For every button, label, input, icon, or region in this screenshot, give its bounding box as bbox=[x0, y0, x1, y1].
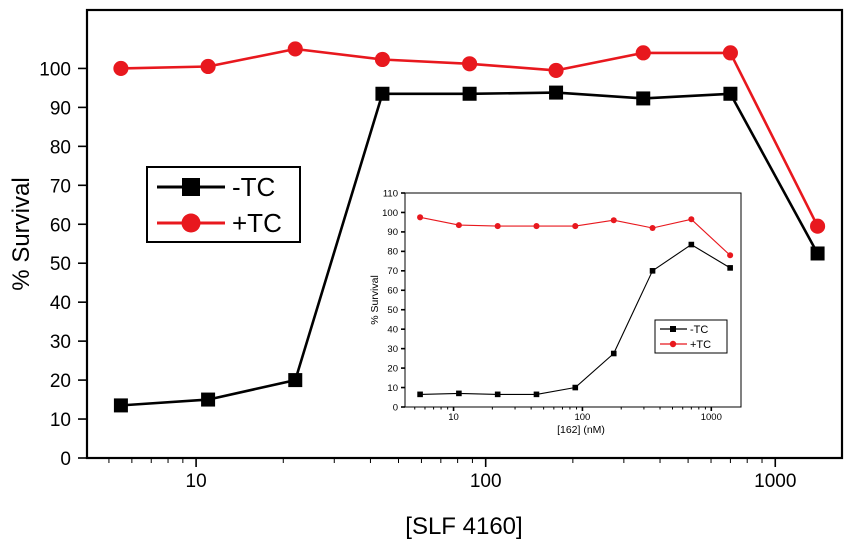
main-y-tick-label: 0 bbox=[60, 449, 71, 470]
main-y-tick-label: 90 bbox=[50, 98, 71, 119]
inset-point-tc-minus bbox=[417, 391, 423, 398]
inset-point-tc-plus bbox=[649, 224, 656, 232]
inset-legend-box bbox=[654, 319, 728, 354]
main-x-tick-label: 10 bbox=[186, 471, 207, 492]
inset-series-markers bbox=[417, 214, 734, 398]
inset-x-tick-label: 100 bbox=[574, 412, 590, 423]
inset-y-tick-label: 80 bbox=[387, 247, 398, 258]
inset-legend-marker-tc-minus bbox=[670, 326, 676, 332]
inset-point-tc-plus bbox=[688, 216, 695, 223]
main-legend-label-tc-plus: +TC bbox=[232, 208, 282, 238]
inset-point-tc-minus bbox=[456, 390, 462, 397]
main-point-tc-plus bbox=[635, 45, 651, 61]
inset-background bbox=[405, 193, 741, 407]
main-point-tc-minus bbox=[810, 246, 825, 261]
inset-y-tick-label: 40 bbox=[387, 324, 398, 335]
inset-x-axis-title: [162] (nM) bbox=[557, 424, 605, 436]
inset-point-tc-plus bbox=[572, 223, 579, 230]
main-y-axis-title: % Survival bbox=[8, 177, 35, 290]
inset-point-tc-plus bbox=[533, 223, 540, 230]
main-point-tc-plus bbox=[548, 62, 564, 78]
main-y-tick-label: 50 bbox=[50, 254, 71, 275]
inset-axis-ticks: 10 100 1000 0 10 20 30 40 50 60 70 80 90 100 110 bbox=[382, 188, 722, 423]
main-point-tc-minus bbox=[288, 373, 303, 388]
main-point-tc-plus bbox=[200, 58, 216, 75]
inset-point-tc-minus bbox=[649, 268, 656, 274]
main-y-tick-label: 70 bbox=[50, 176, 71, 197]
inset-y-tick-label: 10 bbox=[387, 383, 398, 394]
main-point-tc-plus bbox=[113, 60, 129, 76]
main-point-tc-minus bbox=[201, 392, 216, 407]
main-point-tc-minus bbox=[549, 85, 564, 100]
main-point-tc-plus bbox=[287, 41, 303, 57]
main-x-axis-title: [SLF 4160] bbox=[405, 513, 522, 540]
inset-point-tc-plus bbox=[417, 214, 424, 221]
main-point-tc-plus bbox=[374, 51, 390, 68]
inset-y-tick-label: 20 bbox=[387, 363, 398, 374]
inset-chart: 10 100 1000 0 10 20 30 40 50 60 70 80 90 100 110 [162]… bbox=[369, 188, 742, 436]
inset-point-tc-plus bbox=[494, 223, 501, 230]
main-plot-frame bbox=[85, 8, 844, 460]
inset-x-tick-label: 1000 bbox=[701, 412, 722, 423]
main-y-tick-label: 40 bbox=[50, 293, 71, 314]
inset-legend-marker-tc-plus bbox=[669, 340, 677, 348]
main-point-tc-minus bbox=[636, 91, 651, 106]
inset-point-tc-minus bbox=[494, 391, 501, 398]
inset-y-tick-label: 70 bbox=[387, 266, 398, 277]
inset-y-tick-label: 100 bbox=[382, 208, 398, 219]
inset-y-axis-title: % Survival bbox=[369, 275, 381, 325]
inset-y-tick-label: 110 bbox=[383, 188, 398, 199]
main-y-tick-label: 60 bbox=[50, 215, 71, 236]
inset-y-tick-label: 50 bbox=[387, 305, 398, 316]
main-point-tc-minus bbox=[723, 86, 738, 101]
main-y-tick-label: 20 bbox=[50, 371, 71, 392]
main-x-tick-label: 100 bbox=[470, 471, 502, 492]
main-series-markers bbox=[113, 41, 826, 413]
main-legend: -TC +TC bbox=[146, 166, 301, 243]
inset-plot-frame bbox=[404, 192, 742, 408]
main-point-tc-plus bbox=[722, 45, 738, 61]
inset-point-tc-plus bbox=[727, 252, 734, 259]
main-y-tick-label: 100 bbox=[39, 59, 71, 80]
main-x-tick-label: 1000 bbox=[754, 471, 796, 492]
inset-point-tc-minus bbox=[688, 241, 695, 248]
main-point-tc-plus bbox=[810, 218, 826, 234]
main-legend-marker-tc-plus bbox=[181, 213, 201, 233]
main-y-tick-label: 10 bbox=[50, 410, 71, 431]
inset-point-tc-minus bbox=[727, 265, 733, 271]
main-legend-box bbox=[146, 166, 301, 243]
inset-legend-label-tc-plus: +TC bbox=[690, 339, 711, 351]
inset-y-tick-label: 30 bbox=[387, 344, 398, 355]
inset-point-tc-minus bbox=[572, 384, 579, 391]
main-point-tc-plus bbox=[462, 56, 478, 72]
inset-x-tick-label: 10 bbox=[448, 412, 459, 423]
inset-point-tc-plus bbox=[610, 217, 617, 224]
inset-point-tc-plus bbox=[455, 222, 462, 229]
main-point-tc-minus bbox=[375, 86, 390, 101]
main-y-tick-label: 30 bbox=[50, 332, 71, 353]
inset-y-tick-label: 0 bbox=[393, 402, 398, 413]
main-y-tick-label: 80 bbox=[50, 137, 71, 158]
inset-legend: -TC +TC bbox=[654, 319, 728, 354]
inset-y-tick-label: 90 bbox=[387, 227, 398, 238]
inset-point-tc-minus bbox=[610, 350, 617, 357]
main-point-tc-minus bbox=[462, 86, 477, 101]
main-legend-marker-tc-minus bbox=[182, 178, 200, 196]
main-point-tc-minus bbox=[113, 398, 128, 413]
main-legend-label-tc-minus: -TC bbox=[232, 172, 275, 202]
inset-y-tick-label: 60 bbox=[387, 286, 398, 297]
inset-legend-label-tc-minus: -TC bbox=[690, 324, 708, 336]
inset-point-tc-minus bbox=[533, 391, 540, 398]
